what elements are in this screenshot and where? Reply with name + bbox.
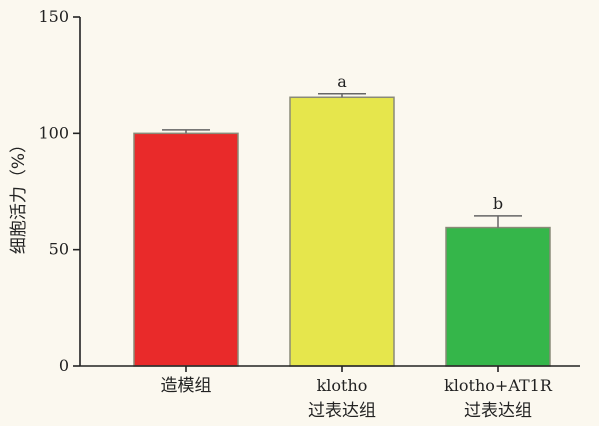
y-axis: 0 50 100 150 — [38, 7, 81, 375]
bar — [445, 226, 551, 367]
x-tick-label: klotho+AT1R — [444, 376, 553, 395]
y-tick-label: 0 — [59, 356, 69, 375]
x-tick-label: klotho — [317, 376, 368, 395]
x-tick-label: 过表达组 — [464, 401, 532, 421]
x-tick-label: 造模组 — [161, 376, 212, 396]
bar — [289, 96, 395, 367]
y-tick-label: 100 — [38, 123, 69, 142]
y-tick-label: 150 — [38, 7, 69, 26]
x-tick-label: 过表达组 — [308, 401, 376, 421]
bars: ab — [133, 72, 551, 367]
x-axis: 造模组 klotho 过表达组 klotho+AT1R 过表达组 — [80, 365, 580, 421]
bar — [133, 132, 239, 367]
significance-label: b — [493, 194, 503, 213]
y-axis-label: 细胞活力（%） — [9, 136, 29, 254]
y-tick-label: 50 — [49, 240, 69, 259]
significance-label: a — [337, 72, 347, 91]
